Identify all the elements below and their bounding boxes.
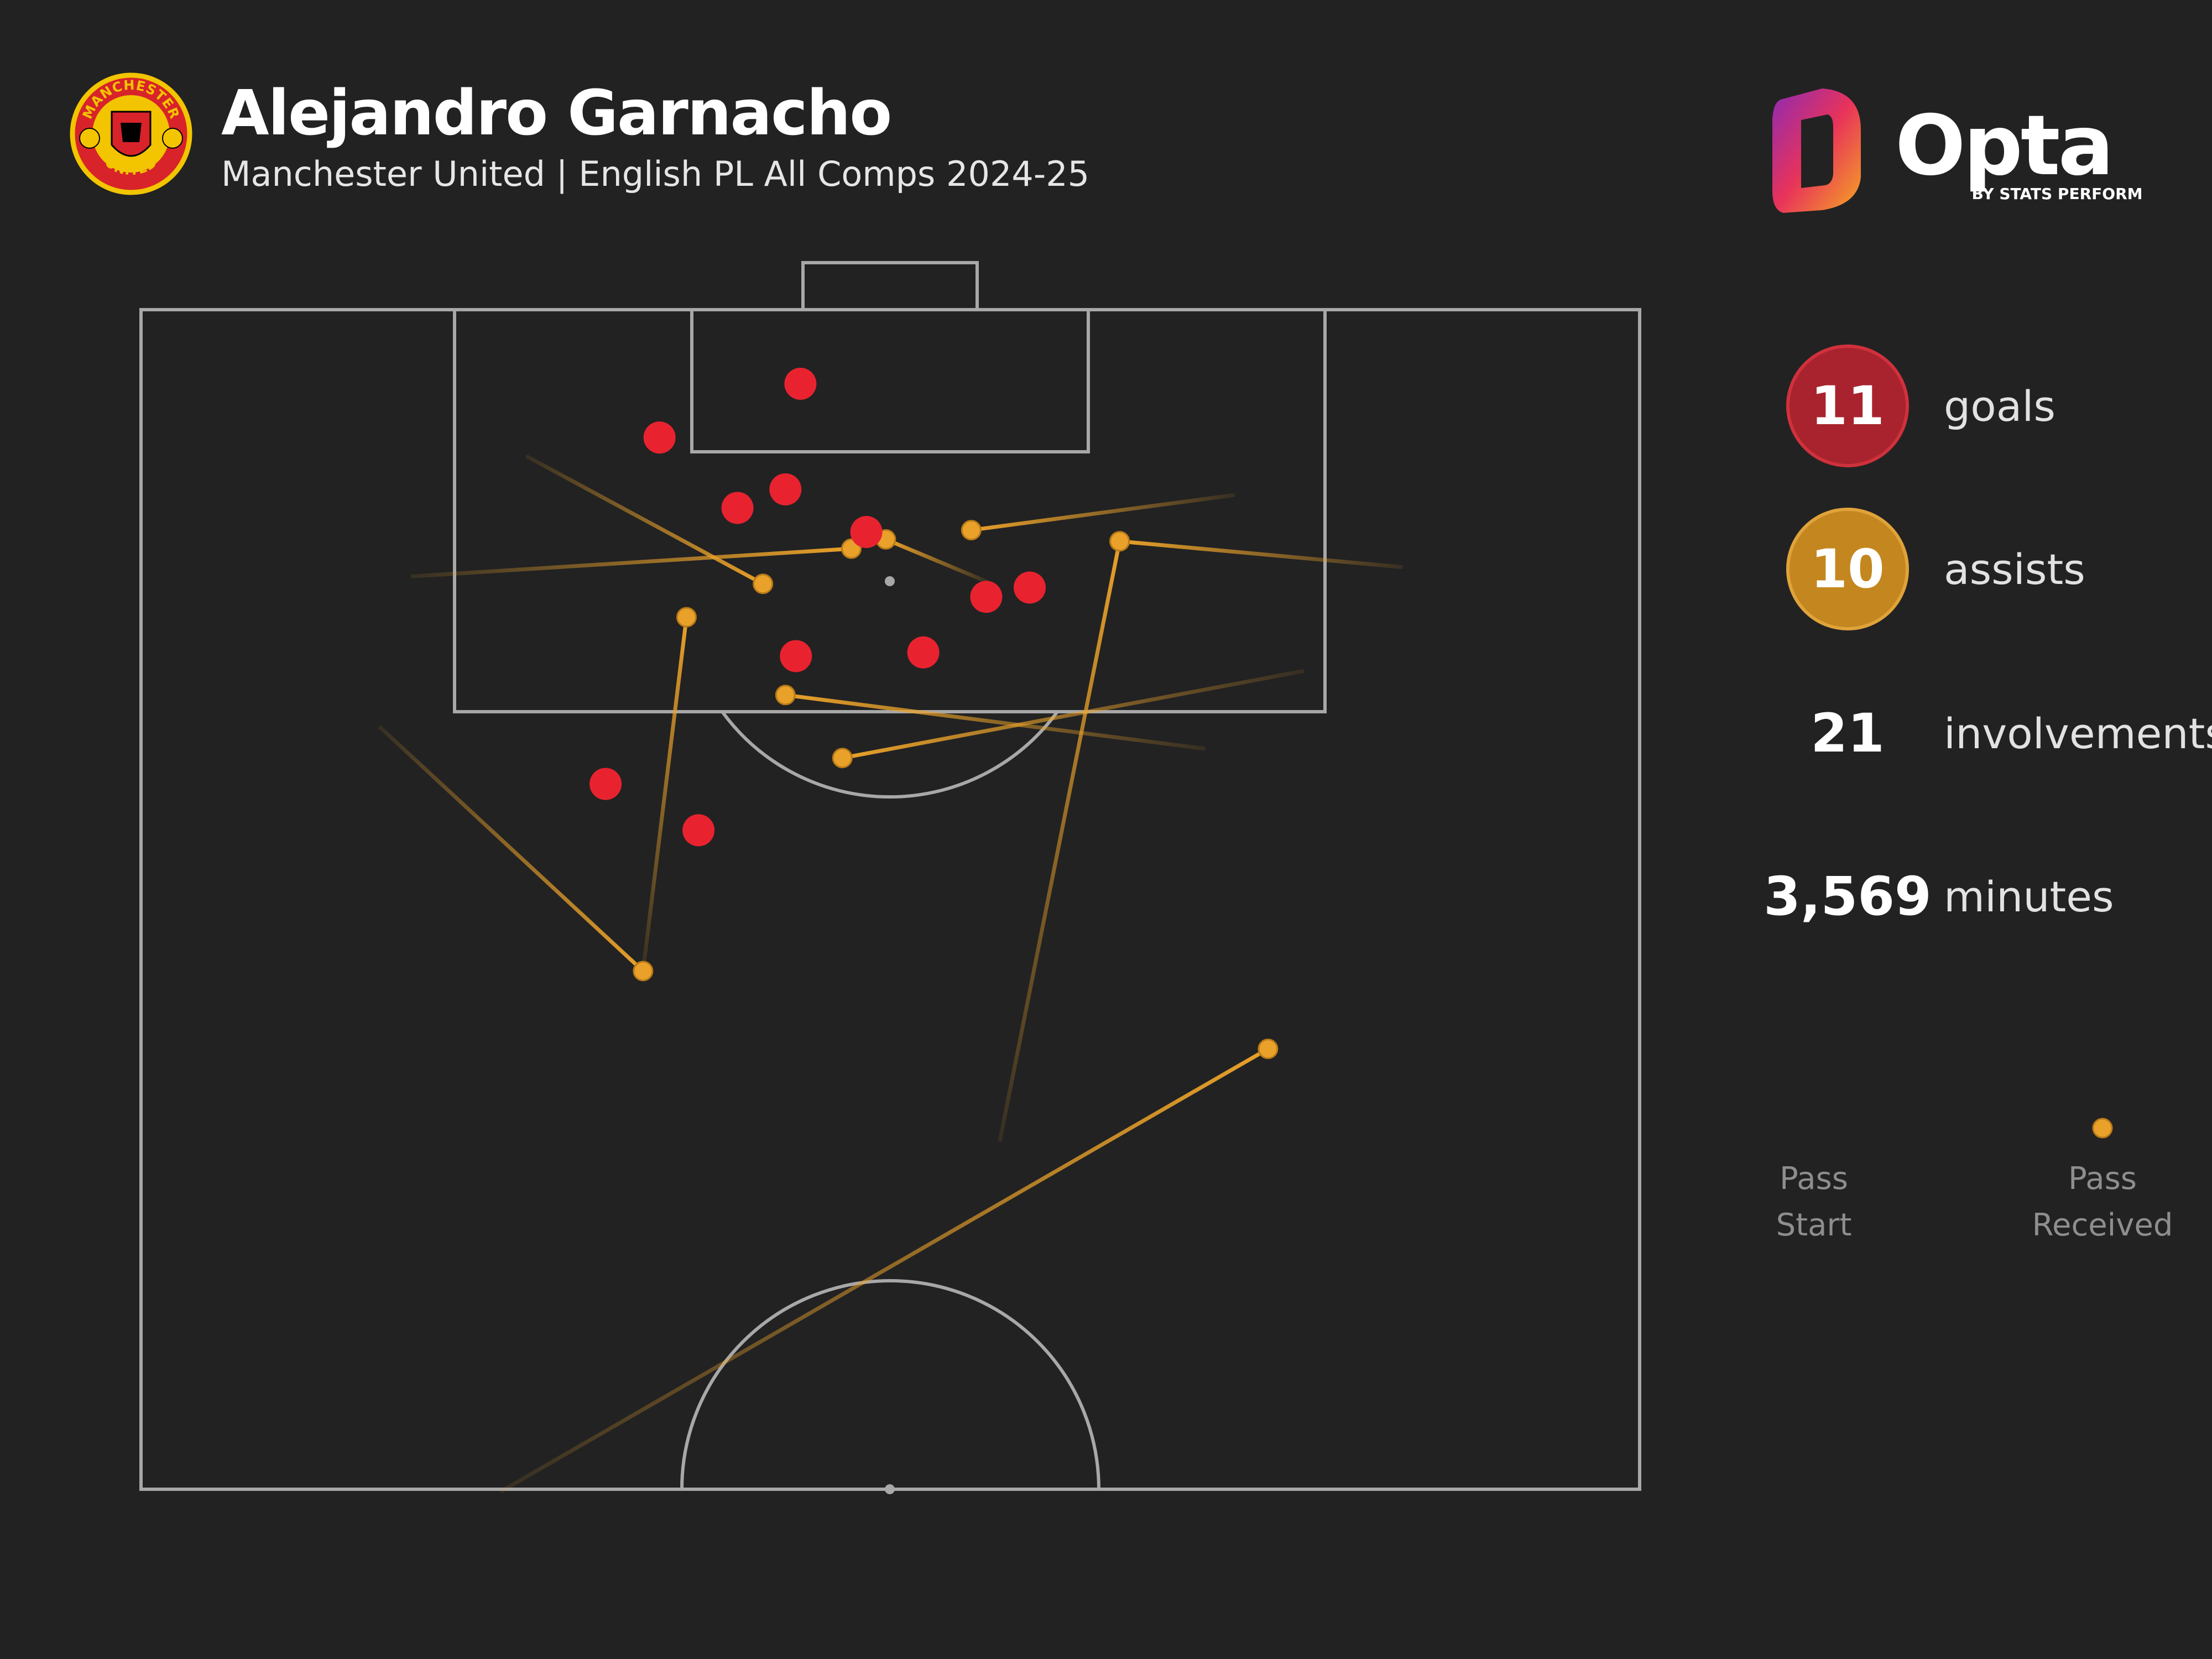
goal-shot-point (1014, 571, 1046, 604)
stat-assists: 10 assists (1786, 508, 2206, 635)
stat-involvements: 21 involvements (1786, 672, 2212, 799)
opta-logo: Opta BY STATS PERFORM (1772, 88, 2143, 213)
legend-end-line1: Pass (2068, 1161, 2137, 1197)
goal-shot-point (784, 368, 817, 400)
goal-shot-point (721, 492, 754, 524)
assist-received-point (832, 748, 853, 769)
subtitle: Manchester United | English PL All Comps… (221, 154, 1090, 194)
assist-layer (378, 454, 1404, 1494)
legend-end-line2: Received (2032, 1207, 2173, 1243)
goal-frame (801, 261, 979, 311)
assist-pass-line (885, 538, 989, 584)
minutes-value: 3,569 (1764, 865, 1932, 927)
goal-shot-point (970, 581, 1003, 613)
penalty-area (453, 308, 1327, 713)
assist-pass-line (785, 693, 1206, 751)
stat-goals: 11 goals (1786, 345, 2206, 472)
goal-shot-point (769, 473, 802, 505)
assist-received-point (775, 685, 796, 706)
legend: Pass Start Pass Received (1753, 1100, 2195, 1266)
goal-shot-point (682, 814, 715, 847)
opta-tagline: BY STATS PERFORM (1972, 185, 2143, 203)
stat-minutes: 3,569 minutes (1764, 835, 2206, 962)
penalty-spot (885, 576, 895, 586)
legend-start-line1: Pass (1780, 1161, 1848, 1197)
centre-circle (680, 1279, 1100, 1490)
assist-received-point (753, 573, 774, 594)
legend-start-line2: Start (1776, 1207, 1852, 1243)
assist-pass-line (499, 1047, 1269, 1494)
centre-spot (885, 1484, 895, 1494)
assist-pass-line (842, 669, 1305, 760)
assist-received-point (1109, 531, 1130, 552)
assist-received-point (1258, 1039, 1279, 1060)
assist-pass-line (971, 493, 1235, 533)
manchester-united-crest: MANCHESTER UNITED (70, 72, 192, 195)
legend-received-dot (2092, 1118, 2113, 1139)
assist-received-point (676, 607, 697, 628)
assists-label: assists (1944, 544, 2085, 594)
pitch-chart (139, 261, 1641, 1494)
involvements-value: 21 (1811, 702, 1885, 764)
assist-received-point (961, 520, 982, 541)
penalty-arc (721, 711, 1059, 799)
legend-line (1806, 1118, 2113, 1139)
goal-layer (589, 368, 1046, 847)
legend-pass-received: Pass Received (2031, 1156, 2174, 1249)
goal-shot-point (589, 768, 622, 800)
involvements-label: involvements (1944, 708, 2212, 758)
assist-pass-line (410, 546, 852, 578)
pitch-lines (139, 261, 1641, 1491)
assist-received-point (633, 961, 654, 982)
player-name: Alejandro Garnacho (221, 77, 892, 149)
assists-badge: 10 (1786, 508, 1909, 630)
legend-pass-start: Pass Start (1742, 1156, 1886, 1249)
assist-pass-line (525, 454, 764, 586)
goal-shot-point (780, 640, 812, 672)
assist-pass-line (641, 617, 688, 972)
goals-label: goals (1944, 381, 2056, 431)
goal-shot-point (643, 421, 676, 454)
minutes-label: minutes (1944, 872, 2114, 921)
assist-pass-line (378, 725, 645, 973)
assist-pass-line (998, 541, 1122, 1142)
assist-pass-line (1119, 539, 1404, 570)
pitch-boundary (139, 308, 1641, 1491)
six-yard-box (690, 308, 1090, 453)
opta-wordmark: Opta (1895, 98, 2112, 194)
goal-shot-point (850, 516, 883, 548)
goals-badge: 11 (1786, 345, 1909, 467)
goal-shot-point (907, 636, 940, 669)
